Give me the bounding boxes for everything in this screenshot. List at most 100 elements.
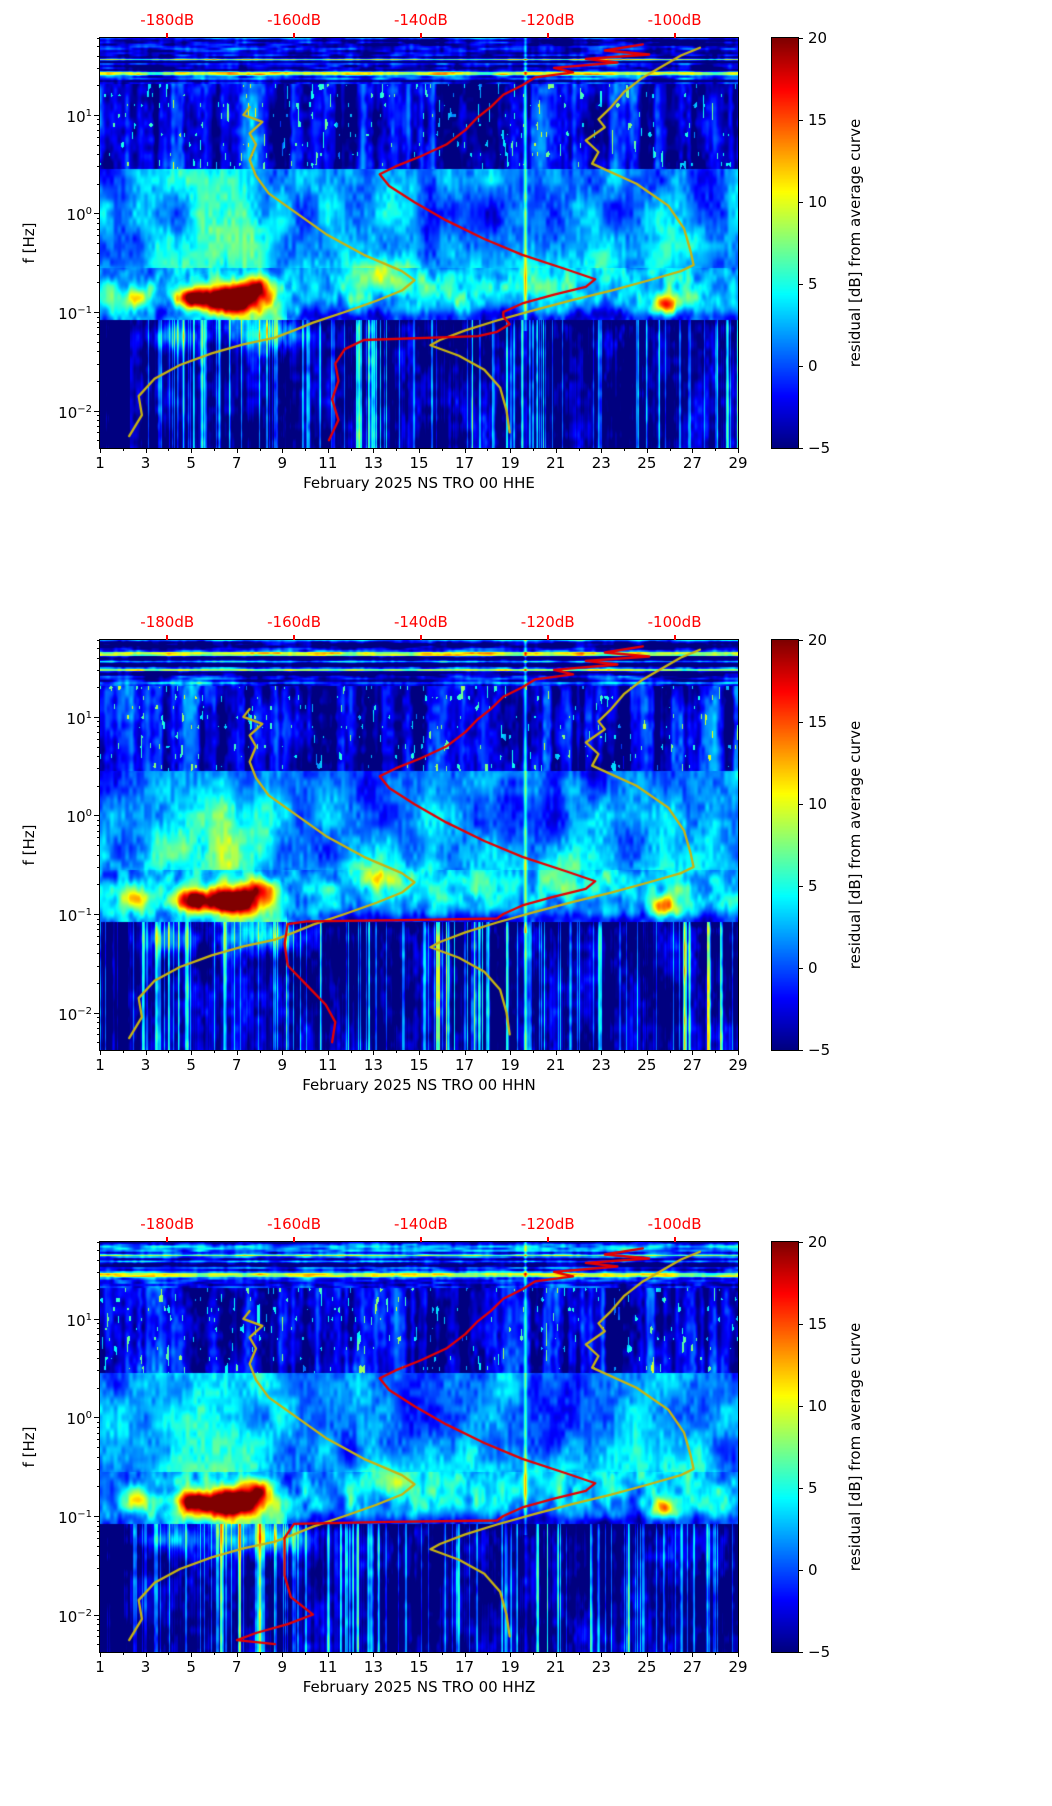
x-minor-tick bbox=[715, 448, 717, 451]
y-minor-tick bbox=[97, 1348, 100, 1350]
top-axis-tick bbox=[419, 33, 422, 38]
spectrogram-canvas bbox=[100, 1242, 738, 1652]
colorbar-tick bbox=[799, 1050, 803, 1051]
top-axis-tick bbox=[673, 1237, 676, 1242]
spectrogram-panel-hhe: f [Hz] February 2025 NS TRO 00 HHE resid… bbox=[0, 0, 1052, 602]
top-axis-tick bbox=[673, 635, 676, 640]
x-tick bbox=[236, 448, 238, 453]
colorbar-tick bbox=[799, 448, 803, 449]
colorbar-tick-label: 15 bbox=[808, 1315, 828, 1333]
x-tick-label: 1 bbox=[95, 454, 105, 472]
x-tick bbox=[555, 448, 557, 453]
x-tick bbox=[145, 1050, 147, 1055]
x-tick-label: 5 bbox=[186, 454, 196, 472]
top-axis-tick bbox=[166, 33, 169, 38]
colorbar-tick bbox=[799, 640, 803, 641]
y-minor-tick bbox=[97, 1387, 100, 1389]
colorbar-tick bbox=[799, 804, 803, 805]
x-tick bbox=[236, 1652, 238, 1657]
y-tick-label: 101 bbox=[66, 1311, 92, 1330]
top-axis-tick bbox=[293, 33, 296, 38]
y-minor-tick bbox=[97, 1545, 100, 1547]
x-tick-label: 17 bbox=[455, 1056, 475, 1074]
y-minor-tick bbox=[97, 124, 100, 126]
x-tick bbox=[738, 1050, 739, 1055]
colorbar-tick bbox=[799, 38, 803, 39]
y-tick bbox=[94, 815, 100, 817]
top-axis-tick bbox=[546, 33, 549, 38]
x-tick-label: 11 bbox=[318, 454, 338, 472]
x-tick-label: 19 bbox=[500, 454, 520, 472]
x-minor-tick bbox=[578, 1050, 580, 1053]
top-axis-label: -120dB bbox=[520, 11, 575, 29]
x-tick-label: 7 bbox=[231, 1658, 242, 1676]
y-minor-tick bbox=[97, 333, 100, 335]
y-minor-tick bbox=[97, 228, 100, 230]
colorbar-tick-label: 0 bbox=[808, 959, 818, 977]
top-axis-label: -140dB bbox=[393, 1215, 448, 1233]
x-tick-label: 29 bbox=[728, 1056, 748, 1074]
x-minor-tick bbox=[350, 1652, 352, 1655]
x-tick bbox=[646, 1652, 648, 1657]
top-axis-tick bbox=[166, 635, 169, 640]
x-tick-label: 23 bbox=[591, 454, 611, 472]
x-tick-label: 15 bbox=[409, 454, 429, 472]
colorbar-tick-label: 0 bbox=[808, 357, 818, 375]
x-minor-tick bbox=[487, 1050, 489, 1053]
x-tick bbox=[145, 448, 147, 453]
x-tick bbox=[555, 1050, 557, 1055]
colorbar-tick-label: 5 bbox=[808, 877, 818, 895]
colorbar-canvas bbox=[772, 640, 798, 1050]
x-tick-label: 9 bbox=[277, 1658, 288, 1676]
y-minor-tick bbox=[97, 768, 100, 770]
y-minor-tick bbox=[97, 1426, 100, 1428]
y-minor-tick bbox=[97, 785, 100, 787]
y-minor-tick bbox=[97, 154, 100, 156]
y-minor-tick bbox=[97, 1584, 100, 1586]
y-minor-tick bbox=[97, 1555, 100, 1557]
y-tick-label: 10−2 bbox=[58, 403, 92, 422]
x-tick bbox=[191, 448, 193, 453]
x-tick bbox=[601, 1050, 603, 1055]
colorbar-tick bbox=[799, 1324, 803, 1325]
top-axis-label: -140dB bbox=[393, 11, 448, 29]
x-minor-tick bbox=[168, 1652, 170, 1655]
colorbar-tick bbox=[799, 1488, 803, 1489]
colorbar-tick-label: 20 bbox=[808, 29, 828, 47]
colorbar-tick-label: 5 bbox=[808, 1479, 818, 1497]
top-axis-label: -160dB bbox=[267, 1215, 321, 1233]
top-axis-label: -180dB bbox=[140, 1215, 195, 1233]
y-tick-label: 10−1 bbox=[58, 906, 92, 925]
x-minor-tick bbox=[624, 448, 626, 451]
top-axis-label: -180dB bbox=[140, 613, 195, 631]
colorbar-tick bbox=[799, 120, 803, 121]
colorbar-tick bbox=[799, 1406, 803, 1407]
y-minor-tick bbox=[97, 1531, 100, 1533]
x-tick bbox=[191, 1050, 193, 1055]
spectrogram-panel-hhz: f [Hz] February 2025 NS TRO 00 HHZ resid… bbox=[0, 1204, 1052, 1806]
y-minor-tick bbox=[97, 1644, 100, 1646]
x-minor-tick bbox=[213, 1050, 215, 1053]
y-minor-tick bbox=[97, 929, 100, 931]
y-tick bbox=[94, 1417, 100, 1419]
x-tick-label: 11 bbox=[318, 1658, 338, 1676]
x-minor-tick bbox=[532, 1652, 534, 1655]
y-minor-tick bbox=[97, 1034, 100, 1036]
x-tick bbox=[282, 448, 284, 453]
x-minor-tick bbox=[350, 1050, 352, 1053]
x-tick bbox=[738, 1652, 739, 1657]
x-tick-label: 23 bbox=[591, 1658, 611, 1676]
y-tick bbox=[94, 1614, 100, 1616]
y-tick bbox=[94, 311, 100, 313]
x-tick bbox=[464, 448, 466, 453]
colorbar-tick-label: 10 bbox=[808, 193, 828, 211]
y-tick bbox=[94, 913, 100, 915]
y-minor-tick bbox=[97, 640, 100, 642]
colorbar-tick-label: −5 bbox=[808, 439, 831, 457]
y-tick-label: 100 bbox=[66, 206, 92, 225]
colorbar-tick bbox=[799, 202, 803, 203]
colorbar-tick bbox=[799, 968, 803, 969]
x-tick-label: 3 bbox=[140, 1056, 151, 1074]
x-minor-tick bbox=[715, 1652, 717, 1655]
y-tick-label: 101 bbox=[66, 709, 92, 728]
